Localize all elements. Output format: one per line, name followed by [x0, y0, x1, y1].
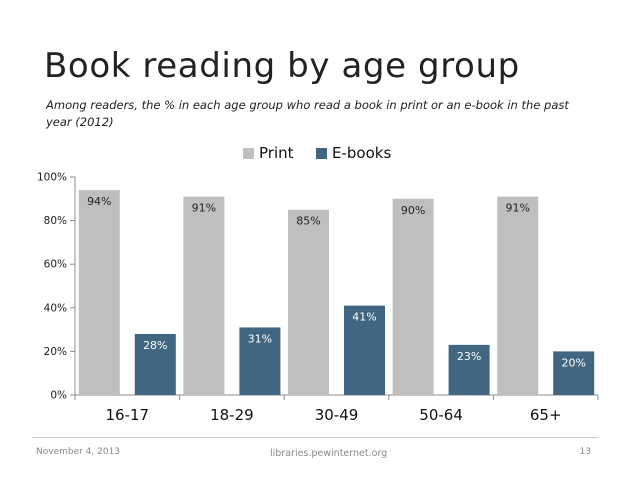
- data-label: 41%: [352, 311, 376, 324]
- y-tick-label: 60%: [44, 259, 67, 271]
- bar-print: [183, 196, 225, 395]
- x-category-label: 18-29: [210, 406, 254, 424]
- x-category-label: 16-17: [106, 406, 150, 424]
- data-label: 94%: [87, 195, 111, 208]
- data-label: 28%: [143, 339, 167, 352]
- legend-label-e-books: E-books: [332, 144, 391, 162]
- data-label: 20%: [561, 356, 585, 369]
- bar-print: [288, 209, 329, 395]
- data-label: 91%: [192, 202, 216, 215]
- data-label: 91%: [505, 202, 529, 215]
- data-label: 23%: [457, 350, 481, 363]
- page-number: 13: [579, 447, 591, 457]
- legend-swatch-e-books: [316, 148, 327, 159]
- data-label: 31%: [248, 332, 272, 345]
- slide-title: Book reading by age group: [44, 46, 520, 86]
- bar-e-books: [553, 351, 595, 395]
- legend-swatch-print: [243, 148, 254, 159]
- bar-e-books: [134, 333, 176, 395]
- legend-label-print: Print: [259, 144, 294, 162]
- bar-e-books: [239, 327, 281, 395]
- bar-print: [392, 198, 434, 395]
- bar-e-books: [448, 344, 490, 395]
- bar-e-books: [344, 305, 385, 395]
- footer-source: libraries.pewinternet.org: [270, 448, 388, 459]
- y-tick-label: 20%: [44, 346, 67, 358]
- bar-print: [78, 190, 120, 395]
- y-tick-label: 40%: [44, 302, 67, 314]
- bar-print: [497, 196, 539, 395]
- data-label: 90%: [401, 204, 425, 217]
- y-tick-label: 80%: [44, 215, 67, 227]
- data-label: 85%: [296, 215, 320, 228]
- slide-subtitle: Among readers, the % in each age group w…: [46, 98, 569, 129]
- footer-date: November 4, 2013: [36, 447, 121, 457]
- y-tick-label: 0%: [50, 390, 67, 402]
- x-category-label: 65+: [530, 406, 562, 424]
- y-tick-label: 100%: [37, 172, 67, 184]
- x-category-label: 50-64: [419, 406, 463, 424]
- x-category-label: 30-49: [315, 406, 359, 424]
- footer-divider: [32, 437, 598, 438]
